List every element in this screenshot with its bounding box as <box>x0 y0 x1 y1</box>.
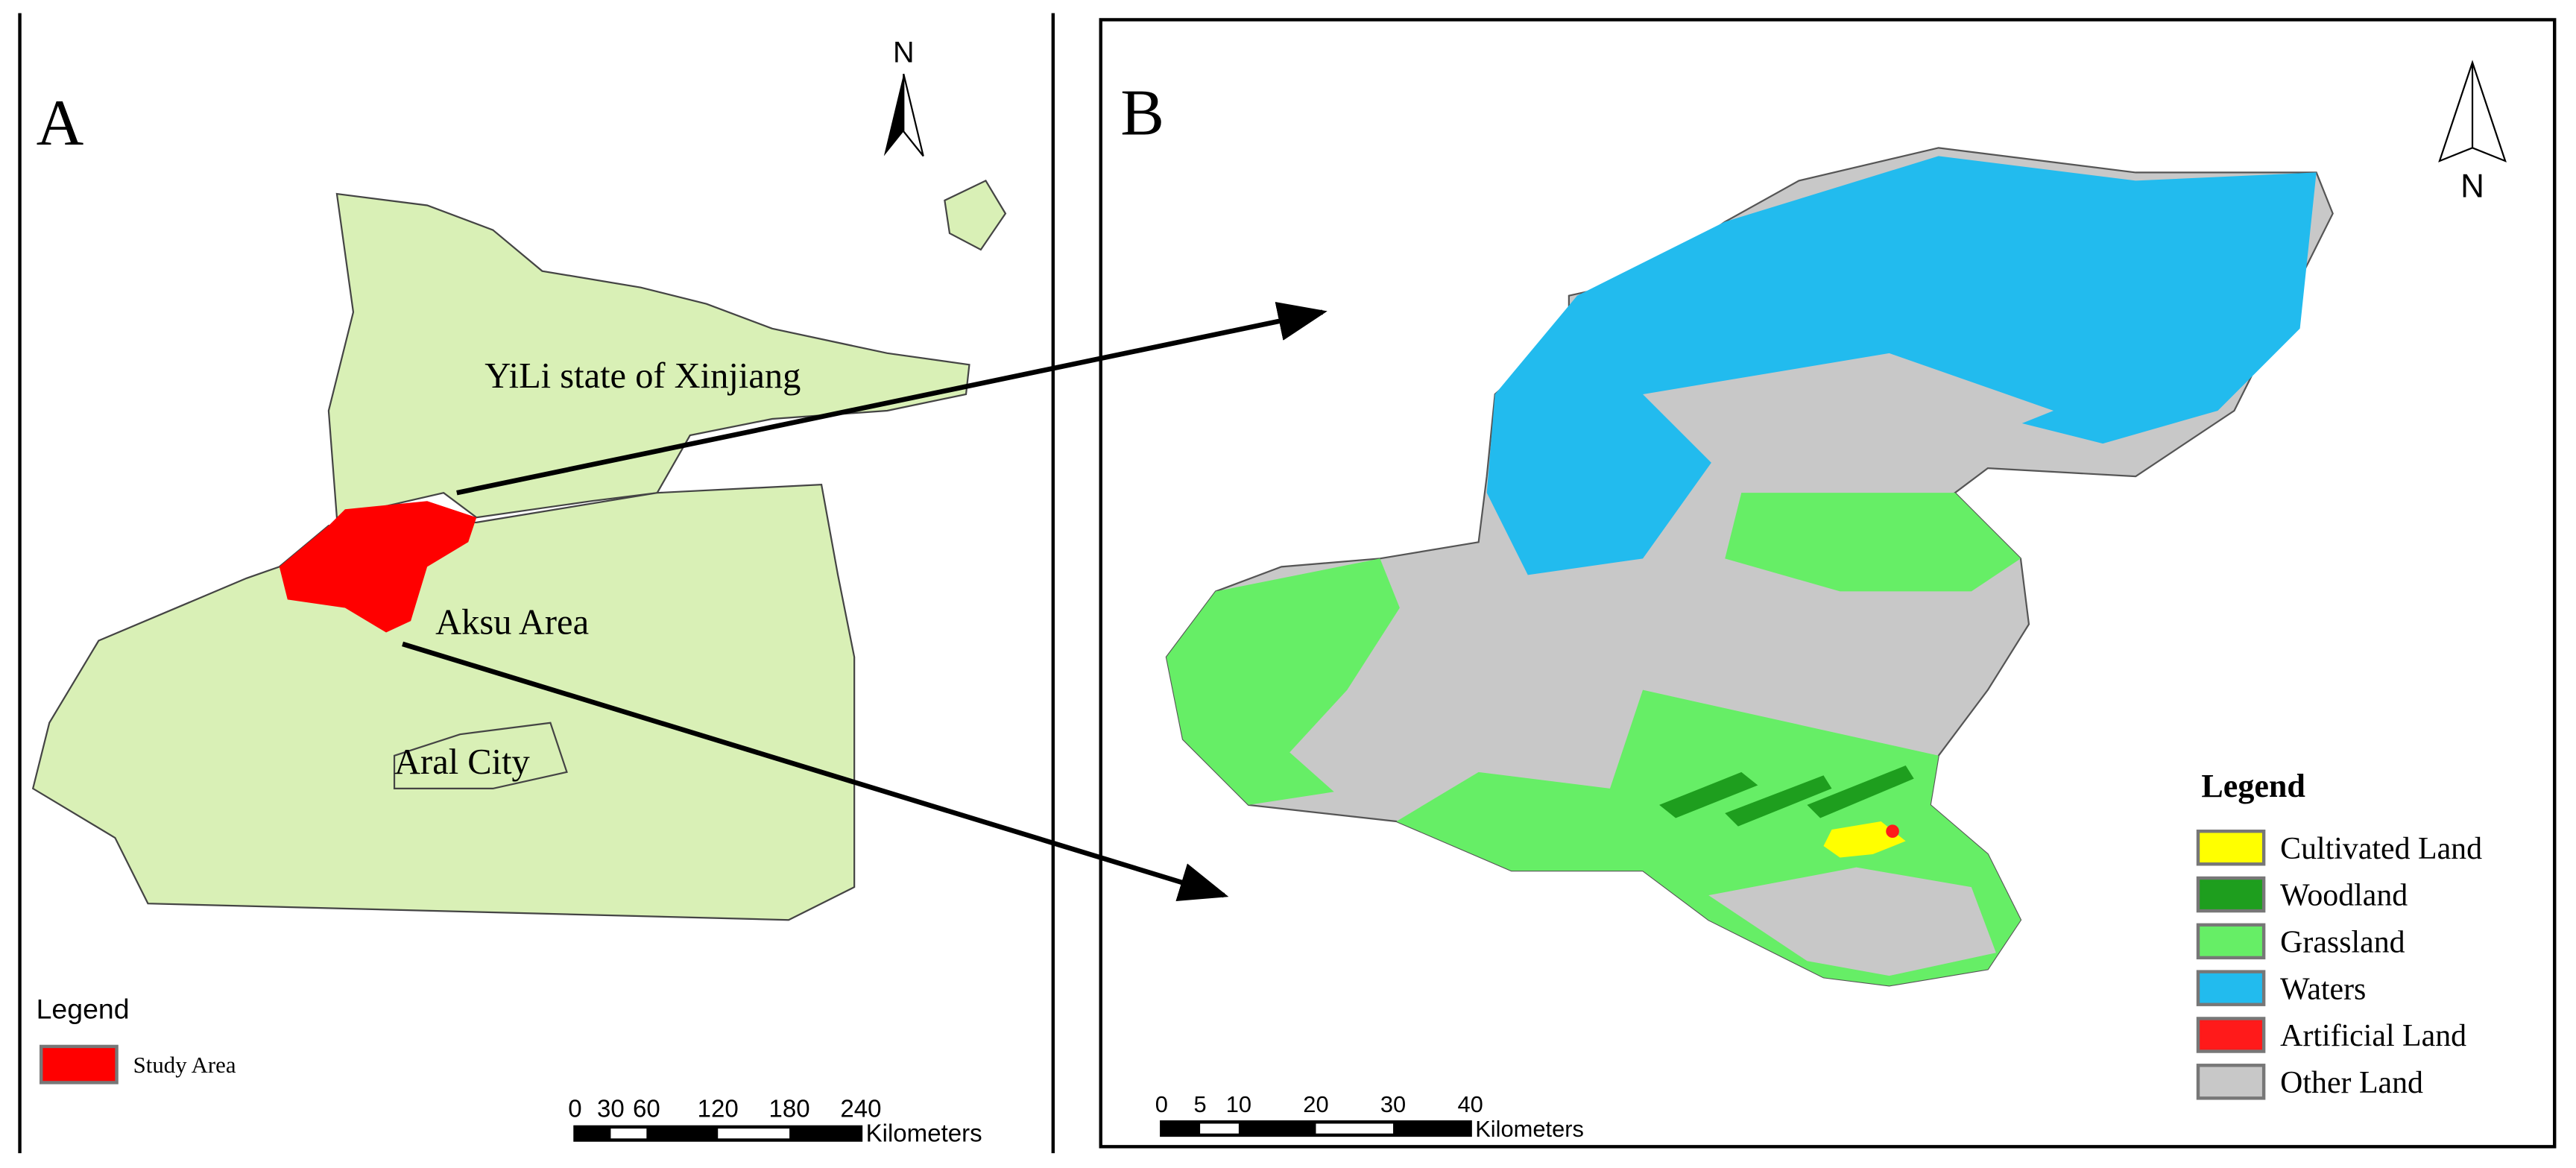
scale-tick-label: 60 <box>633 1096 660 1123</box>
scale-bar-segment <box>575 1126 611 1140</box>
panel-label: A <box>37 86 84 160</box>
legend-swatch <box>2196 1064 2266 1100</box>
scale-tick-label: 30 <box>597 1096 625 1123</box>
north-arrow: N <box>883 37 924 157</box>
region-island <box>944 180 1007 251</box>
scale-bar-segment <box>789 1126 861 1140</box>
map-grassland <box>1166 558 1400 805</box>
study-area <box>279 501 477 633</box>
legend-label: Woodland <box>2280 879 2408 913</box>
arrow <box>402 641 1229 902</box>
arrow <box>456 302 1328 496</box>
scale-tick-label: 10 <box>1226 1091 1251 1117</box>
scale-unit: Kilometers <box>1475 1116 1584 1142</box>
scale-tick-label: 0 <box>568 1096 581 1123</box>
north-arrow: N <box>2438 60 2507 204</box>
scale-unit: Kilometers <box>866 1120 982 1148</box>
legend-swatch <box>2196 923 2266 960</box>
legend: Study Area <box>40 1044 236 1085</box>
scale-bar-segment <box>1393 1122 1471 1135</box>
legend-swatch <box>2196 1017 2266 1053</box>
legend-label: Artificial Land <box>2280 1019 2466 1053</box>
scale-tick-label: 20 <box>1303 1091 1328 1117</box>
map-woodland <box>1659 765 1914 827</box>
scale-bar-segment <box>1238 1122 1316 1135</box>
region-label: YiLi state of Xinjiang <box>484 356 801 396</box>
map-grassland <box>1725 493 2021 592</box>
legend-title: Legend <box>37 993 130 1024</box>
scale-tick-label: 5 <box>1194 1091 1207 1117</box>
panel-label: B <box>1120 77 1164 150</box>
map-other-land <box>1708 867 1996 976</box>
region-aral <box>393 722 568 789</box>
region-label: Aral City <box>394 742 530 782</box>
legend-swatch <box>2196 970 2266 1006</box>
map-artificial <box>1886 824 1899 839</box>
legend-label: Other Land <box>2280 1066 2423 1100</box>
legend-swatch <box>2196 876 2266 913</box>
legend-swatch <box>2196 829 2266 866</box>
scale-bar-segment <box>646 1126 719 1140</box>
legend-label: Grassland <box>2280 926 2405 960</box>
arrow-half <box>903 73 924 157</box>
map-cultivated <box>1823 821 1906 858</box>
scale-bar-segment <box>1161 1122 1201 1135</box>
region-label: Aksu Area <box>435 603 589 643</box>
legend-label: Cultivated Land <box>2280 832 2482 866</box>
map-other-land <box>1643 353 2054 493</box>
scale-tick-label: 240 <box>840 1096 881 1123</box>
legend-label: Study Area <box>133 1052 236 1078</box>
scale-tick-label: 120 <box>698 1096 739 1123</box>
scale-tick-label: 30 <box>1380 1091 1406 1117</box>
scale-tick-label: 0 <box>1155 1091 1168 1117</box>
north-label: N <box>2460 168 2484 204</box>
legend-title: Legend <box>2201 768 2305 804</box>
legend-label: Waters <box>2280 972 2366 1006</box>
north-label: N <box>893 37 915 69</box>
legend-swatch <box>40 1044 119 1085</box>
scale-tick-label: 40 <box>1457 1091 1483 1117</box>
scale-tick-label: 180 <box>769 1096 810 1123</box>
legend: Cultivated Land Woodland Grassland Waters Ar… <box>2196 829 2482 1100</box>
arrow-half <box>883 74 904 157</box>
frame <box>1099 18 2557 1149</box>
